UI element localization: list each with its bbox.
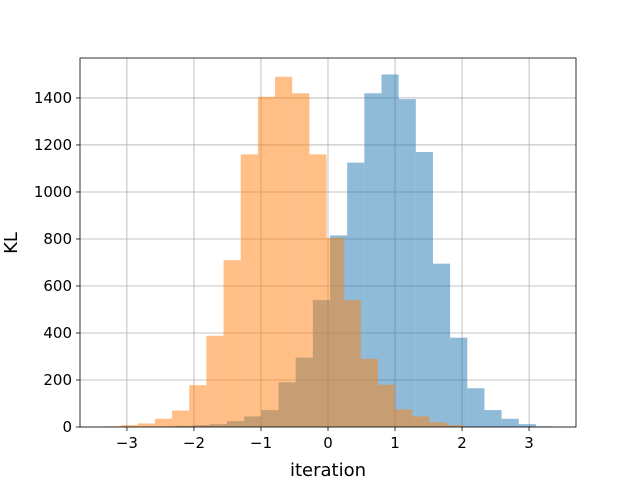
histogram-bar [416,152,433,427]
x-axis-label: iteration [290,460,366,480]
x-tick-label: −3 [116,434,138,452]
histogram-bar [429,422,446,427]
y-tick-label: 800 [43,230,72,248]
x-tick-label: −1 [250,434,272,452]
histogram-bar [450,338,467,427]
x-tick-label: −2 [183,434,205,452]
y-tick-label: 0 [62,418,72,436]
histogram-bar [155,419,172,427]
histogram-bar [309,154,326,427]
histogram-bar [172,411,189,427]
x-tick-label: 1 [390,434,400,452]
histogram-bar [258,97,275,427]
histogram-bar [275,77,292,427]
histogram-bar [467,388,484,427]
histogram-bar [292,93,309,427]
histogram-bar [399,99,416,427]
histogram-bar [484,410,501,427]
histogram-bar [224,260,241,427]
y-tick-label: 1400 [34,89,72,107]
y-tick-label: 1200 [34,136,72,154]
histogram-bar [206,336,223,427]
x-tick-label: 0 [323,434,333,452]
y-axis-label: KL [1,232,22,254]
histogram-bar [138,423,155,427]
y-tick-label: 400 [43,324,72,342]
histogram-bar [381,74,398,427]
x-tick-label: 3 [524,434,534,452]
y-tick-label: 200 [43,371,72,389]
x-tick-label: 2 [457,434,467,452]
histogram-bar [344,300,361,427]
histogram-bar [412,416,429,427]
histogram-bar [361,359,378,427]
histogram-bar [502,419,519,427]
histogram-bar [433,264,450,427]
histogram-bar [189,385,206,427]
histogram-bar [241,154,258,427]
histogram-bar [519,424,536,427]
histogram-bar [327,238,344,427]
y-tick-label: 600 [43,277,72,295]
histogram-bar [395,409,412,427]
y-tick-label: 1000 [34,183,72,201]
histogram-bar [378,385,395,427]
